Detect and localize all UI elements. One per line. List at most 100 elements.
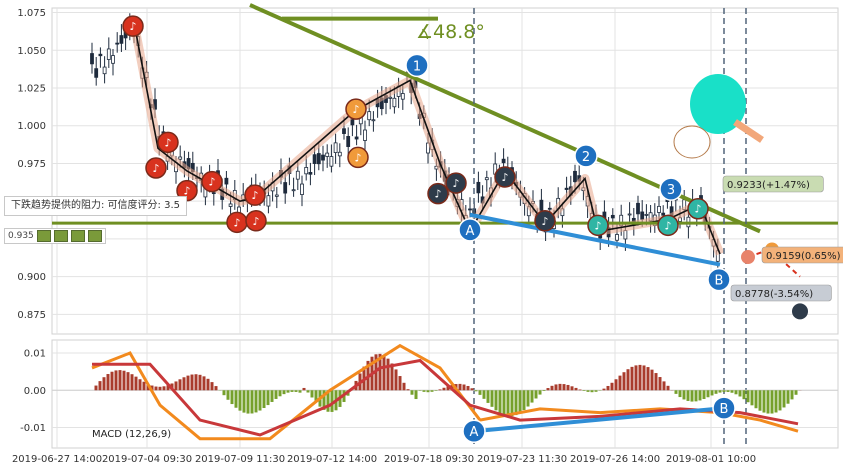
macd-histogram-bar	[587, 390, 590, 392]
price-y-tick-label: 1.075	[17, 8, 46, 19]
candle-body	[179, 157, 182, 159]
wave-label-text: 2	[582, 150, 590, 165]
note-glyph-icon: ♪	[541, 215, 548, 228]
price-y-tick-label: 0.975	[17, 159, 46, 170]
candle-body	[565, 188, 568, 189]
note-glyph-icon: ♪	[164, 136, 171, 149]
candle-body	[343, 129, 346, 134]
price-y-tick-label: 1.025	[17, 83, 46, 94]
macd-histogram-bar	[751, 390, 754, 405]
macd-histogram-bar	[743, 390, 746, 399]
macd-histogram-bar	[223, 390, 226, 395]
candle-body	[540, 200, 543, 211]
macd-histogram-bar	[407, 389, 410, 390]
price-y-tick-label: 1.000	[17, 121, 46, 132]
candle-body	[107, 49, 110, 60]
macd-histogram-bar	[727, 390, 730, 392]
note-glyph-icon: ♪	[233, 216, 240, 229]
candle-body	[364, 130, 367, 140]
macd-histogram-bar	[795, 390, 798, 395]
candle-body	[225, 178, 228, 184]
macd-histogram-bar	[563, 384, 566, 390]
price-y-tick-label: 0.900	[17, 272, 46, 283]
note-glyph-icon: ♪	[354, 151, 361, 164]
macd-histogram-bar	[431, 390, 434, 392]
macd-histogram-bar	[507, 390, 510, 416]
macd-histogram-bar	[723, 390, 726, 392]
macd-histogram-bar	[691, 390, 694, 401]
macd-histogram-bar	[207, 379, 210, 390]
candle-body	[611, 215, 614, 218]
macd-histogram-bar	[255, 390, 258, 412]
candle-body	[616, 234, 619, 240]
rating-star-icon	[37, 230, 51, 242]
candle-body	[637, 203, 640, 214]
macd-histogram-bar	[307, 390, 310, 392]
macd-histogram-bar	[311, 390, 314, 397]
macd-histogram-bar	[399, 376, 402, 390]
macd-histogram-bar	[643, 365, 646, 390]
macd-histogram-bar	[763, 390, 766, 412]
macd-histogram-bar	[535, 390, 538, 398]
note-glyph-icon: ♪	[594, 219, 601, 232]
macd-histogram-bar	[139, 379, 142, 390]
candle-body	[305, 167, 308, 173]
candle-body	[641, 212, 644, 219]
macd-histogram-bar	[495, 390, 498, 410]
macd-histogram-bar	[271, 390, 274, 402]
macd-histogram-bar	[135, 377, 138, 391]
macd-histogram-bar	[619, 376, 622, 391]
macd-histogram-bar	[579, 390, 582, 391]
macd-histogram-bar	[299, 390, 302, 392]
macd-histogram-bar	[663, 381, 666, 390]
candle-body	[469, 209, 472, 210]
cartoon-dog-icon	[674, 126, 710, 158]
macd-histogram-bar	[203, 376, 206, 390]
note-glyph-icon: ♪	[452, 177, 459, 190]
macd-histogram-bar	[527, 390, 530, 406]
macd-histogram-bar	[699, 390, 702, 400]
macd-histogram-bar	[739, 390, 742, 396]
macd-histogram-bar	[767, 390, 770, 413]
note-glyph-icon: ♪	[208, 176, 215, 189]
macd-histogram-bar	[483, 390, 486, 399]
note-glyph-icon: ♪	[252, 215, 259, 228]
candle-body	[347, 136, 350, 146]
macd-histogram-bar	[547, 388, 550, 390]
candle-body	[574, 171, 577, 181]
candle-body	[292, 190, 295, 191]
wave-label-text: 3	[667, 183, 675, 198]
macd-histogram-bar	[747, 390, 750, 402]
candle-body	[645, 214, 648, 215]
macd-histogram-bar	[603, 389, 606, 391]
candle-body	[330, 157, 333, 167]
candle-body	[103, 67, 106, 74]
macd-histogram-bar	[115, 370, 118, 390]
macd-histogram-bar	[515, 390, 518, 415]
macd-wave-label-text: A	[470, 425, 479, 440]
x-tick-label: 2019-07-09 11:30	[195, 454, 285, 465]
macd-histogram-bar	[683, 390, 686, 399]
candle-body	[296, 171, 299, 179]
macd-histogram-bar	[103, 377, 106, 390]
candle-body	[99, 54, 102, 56]
macd-histogram-bar	[411, 390, 414, 394]
macd-histogram-bar	[259, 390, 262, 410]
candle-body	[389, 97, 392, 98]
macd-title: MACD (12,26,9)	[92, 429, 171, 440]
macd-histogram-bar	[199, 375, 202, 390]
macd-histogram-bar	[615, 379, 618, 390]
macd-y-tick-label: 0.00	[24, 386, 46, 397]
note-glyph-icon: ♪	[434, 188, 441, 201]
macd-histogram-bar	[783, 390, 786, 407]
macd-histogram-bar	[787, 390, 790, 403]
macd-histogram-bar	[711, 390, 714, 395]
note-glyph-icon: ♪	[664, 219, 671, 232]
candle-body	[95, 69, 98, 78]
macd-histogram-bar	[687, 390, 690, 401]
macd-histogram-bar	[143, 382, 146, 391]
macd-histogram-bar	[235, 390, 238, 407]
note-glyph-icon: ♪	[501, 171, 508, 184]
candle-body	[267, 196, 270, 206]
macd-histogram-bar	[175, 381, 178, 390]
